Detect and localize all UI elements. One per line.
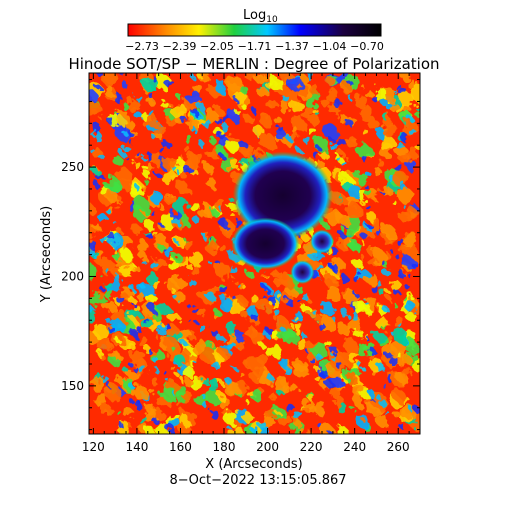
heatmap-image bbox=[89, 73, 420, 434]
colorbar-tick-label: −2.39 bbox=[163, 40, 197, 53]
x-tick-label: 180 bbox=[213, 440, 236, 454]
x-axis-label: X (Arcseconds) bbox=[205, 457, 302, 472]
x-tick-label: 120 bbox=[82, 440, 105, 454]
x-axis: 120 140 160 180 200 220 240 260 bbox=[82, 73, 410, 454]
x-tick-label: 260 bbox=[387, 440, 410, 454]
y-tick-label: 250 bbox=[61, 160, 84, 174]
colorbar-tick-label: −1.37 bbox=[275, 40, 309, 53]
colorbar-tick-label: −0.70 bbox=[350, 40, 384, 53]
colorbar-tick-label: −1.04 bbox=[313, 40, 347, 53]
colorbar: Log10 −2.73 −2.39 −2.05 −1.71 −1.37 −1.04 −0.7… bbox=[125, 8, 384, 53]
y-tick-label: 200 bbox=[61, 269, 84, 283]
y-axis: 150 200 250 bbox=[61, 79, 420, 431]
sunspot-feature bbox=[290, 260, 315, 285]
x-tick-label: 160 bbox=[169, 440, 192, 454]
timestamp: 8−Oct−2022 13:15:05.867 bbox=[169, 473, 346, 488]
colorbar-tick-label: −1.71 bbox=[238, 40, 272, 53]
x-tick-label: 220 bbox=[300, 440, 323, 454]
colorbar-tick-label: −2.05 bbox=[200, 40, 234, 53]
x-tick-label: 140 bbox=[125, 440, 148, 454]
sunspot-feature bbox=[310, 229, 335, 254]
chart-title: Hinode SOT/SP − MERLIN : Degree of Polar… bbox=[68, 55, 439, 73]
x-tick-label: 200 bbox=[256, 440, 279, 454]
colorbar-tick-label: −2.73 bbox=[125, 40, 159, 53]
colorbar-gradient bbox=[127, 23, 382, 37]
colorbar-ticks: −2.73 −2.39 −2.05 −1.71 −1.37 −1.04 −0.70 bbox=[125, 40, 384, 53]
plot-frame bbox=[88, 72, 421, 435]
y-axis-label: Y (Arcseconds) bbox=[39, 206, 54, 303]
colorbar-label: Log10 bbox=[243, 8, 278, 25]
sunspot-feature bbox=[231, 217, 300, 270]
x-tick-label: 240 bbox=[343, 440, 366, 454]
sunspot-feature bbox=[232, 151, 333, 240]
y-tick-label: 150 bbox=[61, 379, 84, 393]
